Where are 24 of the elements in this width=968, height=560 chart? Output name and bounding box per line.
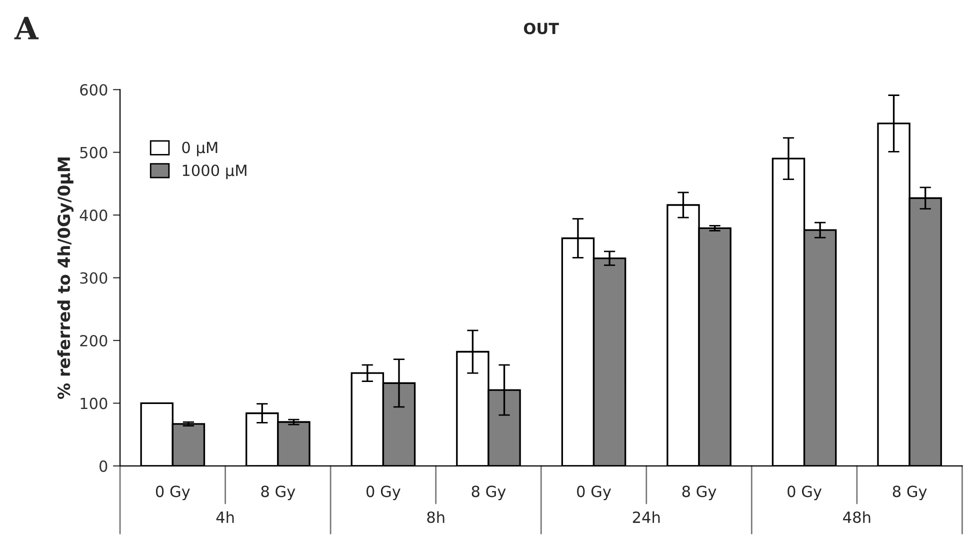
y-tick-label: 500 xyxy=(80,146,108,158)
y-tick-label: 600 xyxy=(80,84,108,96)
text: 48h xyxy=(843,511,870,524)
x-tick-label: 8 Gy xyxy=(892,486,927,500)
x-tick-label: 0 Gy xyxy=(366,486,400,500)
x-tick-label: 0 Gy xyxy=(788,486,822,500)
x-tick-label: 8 Gy xyxy=(682,486,716,500)
x-tick-label: 8 Gy xyxy=(472,486,506,500)
legend-label: 0 µM xyxy=(182,142,218,156)
x-tick-label: 0 Gy xyxy=(577,486,612,500)
y-tick-label: 300 xyxy=(80,272,108,284)
text: 4h xyxy=(216,511,234,523)
y-axis-title: % referred to 4h/0Gy/0µM xyxy=(57,158,74,399)
chart-title: OUT xyxy=(524,22,559,34)
y-tick-label: 0 xyxy=(100,460,108,472)
y-tick-label: 200 xyxy=(80,334,108,346)
x-tick-label: 8 Gy xyxy=(261,486,296,500)
text: A xyxy=(14,16,39,40)
x-tick-label: 0 Gy xyxy=(156,486,190,500)
y-tick-label: 400 xyxy=(80,210,108,222)
y-tick-label: 100 xyxy=(80,398,108,410)
text: 8h xyxy=(427,511,444,524)
legend-label: 1000 µM xyxy=(182,164,246,180)
text: 24h xyxy=(632,511,660,523)
